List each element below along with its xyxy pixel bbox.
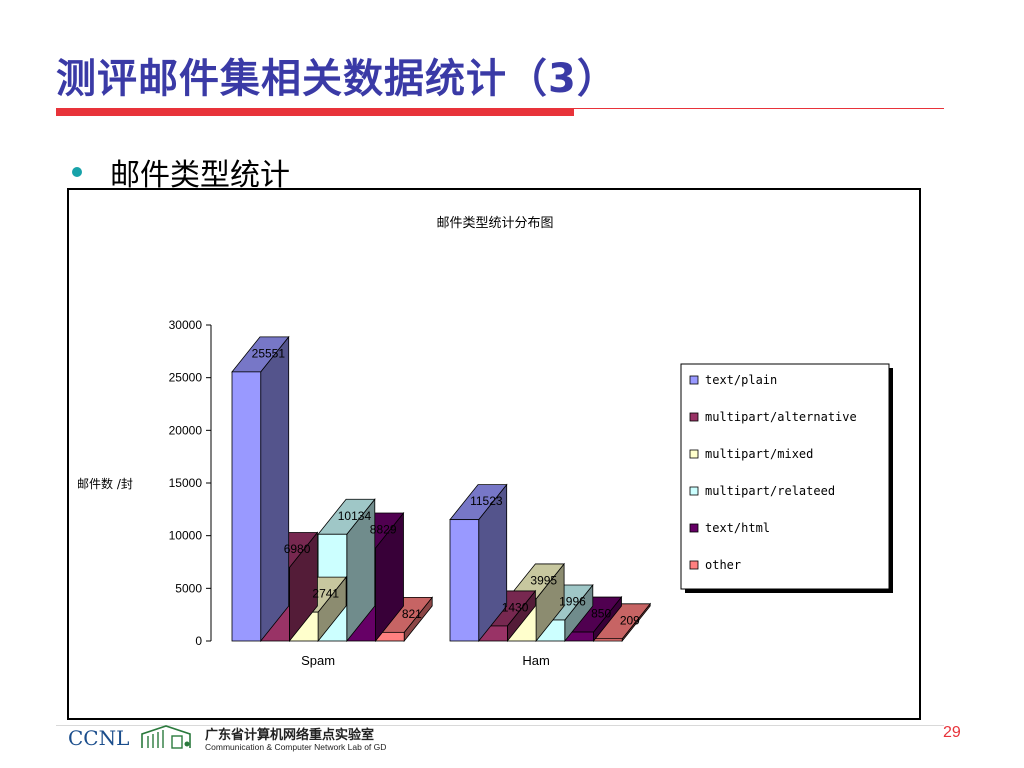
y-tick-label: 15000 (169, 476, 203, 490)
data-label: 11523 (470, 494, 503, 508)
legend-box (680, 363, 890, 590)
data-label: 1996 (559, 594, 586, 608)
bar-side-face (260, 335, 290, 643)
title-underline (56, 108, 944, 109)
bar-text-plain-ham (449, 519, 480, 642)
data-label: 2741 (312, 587, 339, 601)
bullet-text: 邮件类型统计 (110, 158, 290, 193)
legend-swatch (689, 412, 699, 422)
data-label: 821 (402, 607, 422, 621)
building-logo-icon (141, 725, 191, 749)
legend-swatch (689, 486, 699, 496)
legend-label: multipart/mixed (705, 447, 813, 461)
y-tick-label: 0 (195, 634, 202, 648)
legend-label: other (705, 558, 741, 572)
x-category-label: Spam (301, 653, 335, 668)
bullet-dot-icon (72, 167, 82, 177)
y-tick-label: 10000 (169, 529, 203, 543)
data-label: 8829 (370, 523, 397, 537)
footer-divider (56, 725, 944, 726)
y-tick-label: 5000 (175, 581, 202, 595)
x-category-label: Ham (522, 653, 549, 668)
legend-swatch (689, 375, 699, 385)
bar-other-ham (593, 638, 623, 642)
legend-label: text/plain (705, 373, 777, 387)
legend-label: text/html (705, 521, 770, 535)
y-tick-label: 20000 (169, 423, 203, 437)
lab-name-english: Communication & Computer Network Lab of … (205, 742, 387, 752)
data-label: 1430 (502, 600, 529, 614)
ccnl-logo: CCNL (68, 726, 130, 750)
y-tick-label: 25000 (169, 371, 203, 385)
data-label: 3995 (530, 573, 557, 587)
data-label: 10134 (338, 509, 372, 523)
data-label: 25551 (252, 346, 286, 360)
y-axis-label: 邮件数 /封 (77, 476, 133, 491)
legend-label: multipart/relateed (705, 484, 835, 498)
chart-frame: 邮件类型统计分布图 0 5000 10000 15000 20000 25000 30000 邮… (67, 188, 921, 720)
slide-title: 测评邮件集相关数据统计（3） (56, 56, 618, 102)
page-number: 29 (943, 724, 961, 741)
title-accent-bar (56, 109, 574, 116)
legend-swatch (689, 449, 699, 459)
bar-text-plain-spam (231, 371, 262, 642)
chart-title: 邮件类型统计分布图 (436, 216, 553, 231)
legend-label: multipart/alternative (705, 410, 857, 424)
data-label: 850 (591, 607, 611, 621)
legend-swatch (689, 523, 699, 533)
chart-svg: 邮件类型统计分布图 0 5000 10000 15000 20000 25000 30000 邮… (77, 216, 893, 668)
y-tick-label: 30000 (169, 318, 203, 332)
legend-swatch (689, 560, 699, 570)
lab-name-chinese: 广东省计算机网络重点实验室 (205, 728, 375, 743)
data-label: 6980 (284, 542, 311, 556)
data-label: 209 (620, 613, 640, 627)
